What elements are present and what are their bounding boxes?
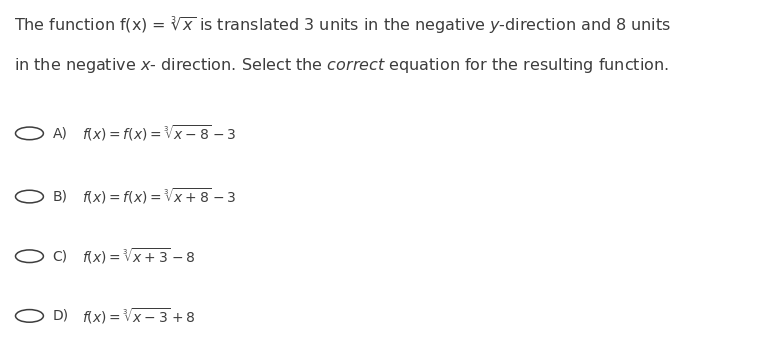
Text: D): D)	[53, 309, 69, 323]
Text: C): C)	[53, 249, 68, 263]
Text: $f(x) = f(x) = \sqrt[3]{x+8}− 3$: $f(x) = f(x) = \sqrt[3]{x+8}− 3$	[82, 187, 236, 206]
Text: $f(x) = \sqrt[3]{x+3} − 8$: $f(x) = \sqrt[3]{x+3} − 8$	[82, 246, 196, 266]
Text: $f(x) = \sqrt[3]{x−3} + 8$: $f(x) = \sqrt[3]{x−3} + 8$	[82, 306, 196, 326]
Text: A): A)	[53, 126, 67, 140]
Text: in the negative $x$- direction. Select the $\it{correct}$ equation for the resul: in the negative $x$- direction. Select t…	[14, 56, 669, 75]
Text: B): B)	[53, 190, 67, 204]
Text: The function f(x) = $\sqrt[3]{x}$ is translated 3 units in the negative $y$-dire: The function f(x) = $\sqrt[3]{x}$ is tra…	[14, 14, 671, 37]
Text: $f(x) = f(x) = \sqrt[3]{x-8} − 3$: $f(x) = f(x) = \sqrt[3]{x-8} − 3$	[82, 124, 236, 143]
